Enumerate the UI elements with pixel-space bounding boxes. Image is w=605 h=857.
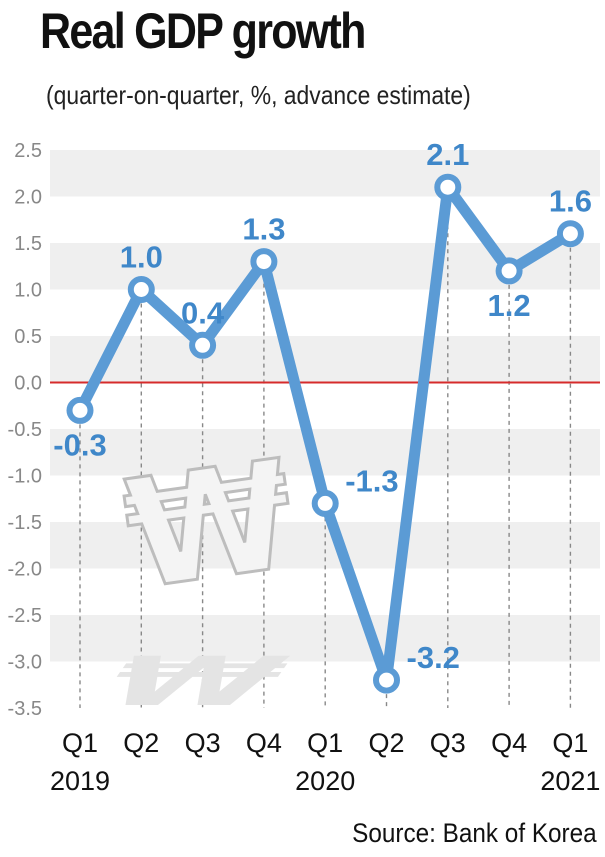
x-tick-label: Q4 <box>491 728 527 758</box>
x-axis: Q1 Q2 Q3 Q4 Q1 Q2 Q3 Q4 Q1 2019 2020 2021 <box>50 728 600 796</box>
x-tick-label: Q1 <box>62 728 98 758</box>
x-tick-label: Q1 <box>307 728 343 758</box>
grid-band <box>50 336 600 383</box>
y-tick-label: 0.5 <box>14 326 42 348</box>
year-label: 2021 <box>540 766 600 796</box>
data-label: -0.3 <box>53 427 106 462</box>
data-point <box>127 276 155 303</box>
data-label: 1.0 <box>120 240 163 275</box>
category-guides <box>79 201 572 708</box>
y-tick-label: 2.0 <box>14 187 42 209</box>
y-tick-label: 2.5 <box>14 140 42 162</box>
data-point <box>311 489 339 517</box>
y-axis: 2.5 2.0 1.5 1.0 0.5 0.0 -0.5 -1.0 -1.5 -2.0 -2.5 -3… <box>8 140 42 720</box>
data-label: 1.2 <box>488 288 531 323</box>
data-label: 1.6 <box>549 184 592 219</box>
y-tick-label: -0.5 <box>8 419 42 441</box>
data-label: 1.3 <box>242 212 285 247</box>
data-point <box>373 666 400 694</box>
data-point <box>556 220 584 248</box>
grid-band <box>50 429 600 476</box>
x-tick-label: Q1 <box>552 728 588 758</box>
source-note: Source: Bank of Korea <box>352 818 597 848</box>
data-label: 0.4 <box>181 295 225 330</box>
x-tick-label: Q2 <box>368 728 404 758</box>
chart-subtitle: (quarter-on-quarter, %, advance estimate… <box>46 80 471 110</box>
y-tick-label: -1.0 <box>8 466 42 488</box>
data-label: -3.2 <box>407 640 460 675</box>
grid-band <box>50 150 600 197</box>
won-sign-icon: ₩ ₩ <box>84 427 306 721</box>
y-tick-label: -3.5 <box>8 698 42 720</box>
y-tick-label: -3.0 <box>8 652 42 674</box>
data-point <box>495 257 523 285</box>
y-tick-label: 1.0 <box>14 280 42 302</box>
y-tick-label: 0.0 <box>14 373 42 395</box>
x-tick-label: Q4 <box>246 728 282 758</box>
y-tick-label: 1.5 <box>14 233 42 255</box>
chart-title: Real GDP growth <box>40 3 366 59</box>
year-label: 2020 <box>295 766 355 796</box>
x-tick-label: Q3 <box>430 728 466 758</box>
y-tick-label: -1.5 <box>8 512 42 534</box>
x-tick-label: Q3 <box>185 728 221 758</box>
year-label: 2019 <box>50 766 110 796</box>
x-tick-label: Q2 <box>123 728 159 758</box>
data-point <box>250 248 278 276</box>
data-labels: -0.3 1.0 0.4 1.3 -1.3 -3.2 2.1 1.2 1.6 <box>53 137 592 675</box>
data-point <box>189 331 217 359</box>
y-tick-label: -2.5 <box>8 605 42 627</box>
data-label: 2.1 <box>426 137 469 172</box>
data-point <box>66 396 94 424</box>
data-label: -1.3 <box>345 463 398 498</box>
data-points <box>66 173 584 694</box>
svg-text:₩: ₩ <box>116 428 304 623</box>
y-tick-label: -2.0 <box>8 559 42 581</box>
data-point <box>434 173 462 201</box>
